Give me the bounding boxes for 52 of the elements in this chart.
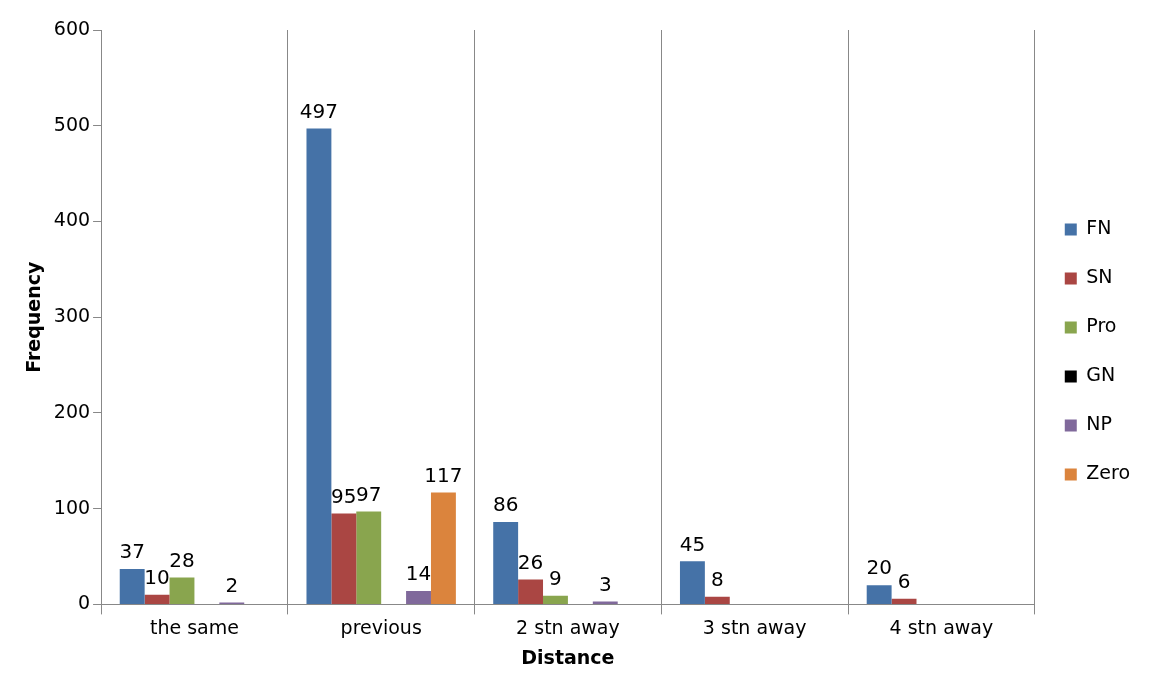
legend-label: Pro (1086, 314, 1117, 337)
data-label: 97 (356, 481, 382, 506)
data-label: 86 (492, 492, 519, 517)
bar (891, 598, 917, 604)
y-tick-label: 0 (77, 591, 91, 614)
bar (306, 128, 332, 604)
legend-label: Zero (1086, 461, 1131, 484)
data-label: 497 (299, 98, 339, 123)
legend-label: NP (1086, 412, 1112, 435)
y-tick-label: 100 (53, 495, 91, 518)
bar (704, 596, 730, 604)
data-label: 28 (169, 547, 195, 572)
bar (331, 513, 357, 604)
bar (866, 585, 892, 604)
data-label: 37 (119, 539, 145, 564)
data-label: 9 (549, 565, 562, 590)
data-label: 6 (897, 568, 911, 593)
y-tick-label: 500 (53, 112, 91, 135)
bar (144, 594, 170, 604)
x-tick-label: 4 stn away (889, 615, 994, 638)
legend-label: FN (1086, 216, 1112, 239)
data-label: 20 (866, 555, 892, 580)
data-label: 8 (710, 566, 724, 591)
bar (119, 568, 145, 604)
x-tick-label: the same (149, 615, 239, 638)
y-tick-label: 300 (53, 304, 91, 327)
bar (356, 511, 382, 604)
y-tick-label: 200 (53, 399, 91, 422)
bar (543, 595, 568, 604)
data-label: 3 (598, 571, 612, 596)
bar (430, 492, 456, 604)
bar (679, 561, 705, 604)
data-label: 26 (517, 549, 544, 574)
x-axis-title: Distance (521, 645, 615, 668)
legend-label: SN (1086, 265, 1113, 288)
x-tick-label: previous (340, 615, 422, 638)
bar (169, 577, 195, 604)
x-tick-label: 2 stn away (516, 615, 620, 638)
data-label: 45 (679, 531, 706, 556)
legend-label: GN (1086, 363, 1116, 386)
bar (493, 522, 519, 604)
bar (518, 579, 544, 604)
data-label: 2 (225, 572, 239, 597)
y-tick-label: 600 (53, 16, 91, 39)
y-tick-label: 400 (53, 208, 91, 231)
data-label: 117 (424, 462, 463, 487)
x-tick-label: 3 stn away (702, 615, 807, 638)
data-label: 95 (331, 483, 357, 508)
bar (406, 591, 431, 604)
data-label: 10 (144, 565, 170, 590)
y-axis-title: Frequency (22, 260, 45, 373)
data-label: 14 (405, 561, 432, 586)
